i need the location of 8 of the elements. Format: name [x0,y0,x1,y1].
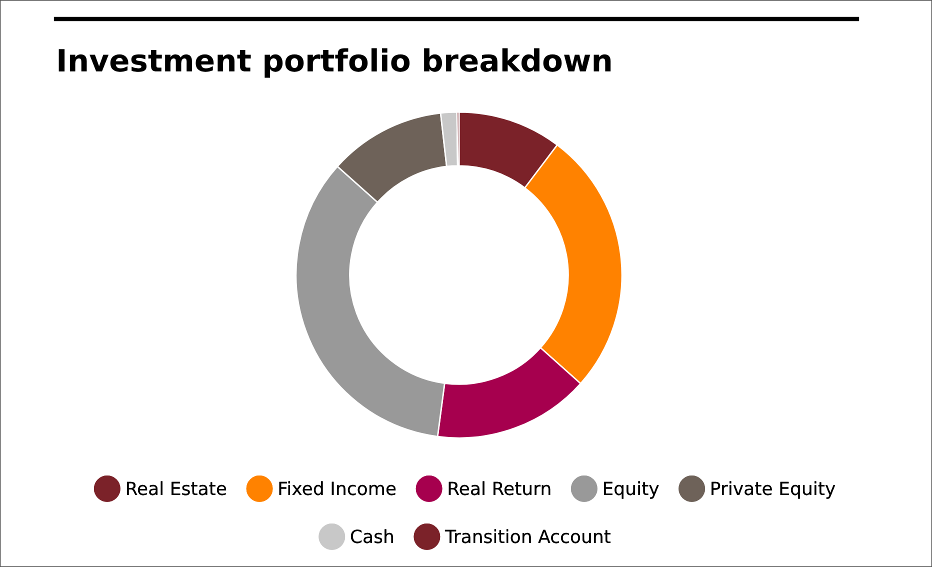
legend-label: Transition Account [444,529,611,544]
legend-label: Fixed Income [279,481,396,496]
legend-label: Equity [604,481,659,499]
legend-label: Cash [350,529,393,544]
legend-label: Private Equity [712,481,836,499]
legend-label: Real Return [448,481,550,496]
legend-label: Real Estate [126,481,226,496]
chart-title: Investment portfolio breakdown [58,48,611,78]
